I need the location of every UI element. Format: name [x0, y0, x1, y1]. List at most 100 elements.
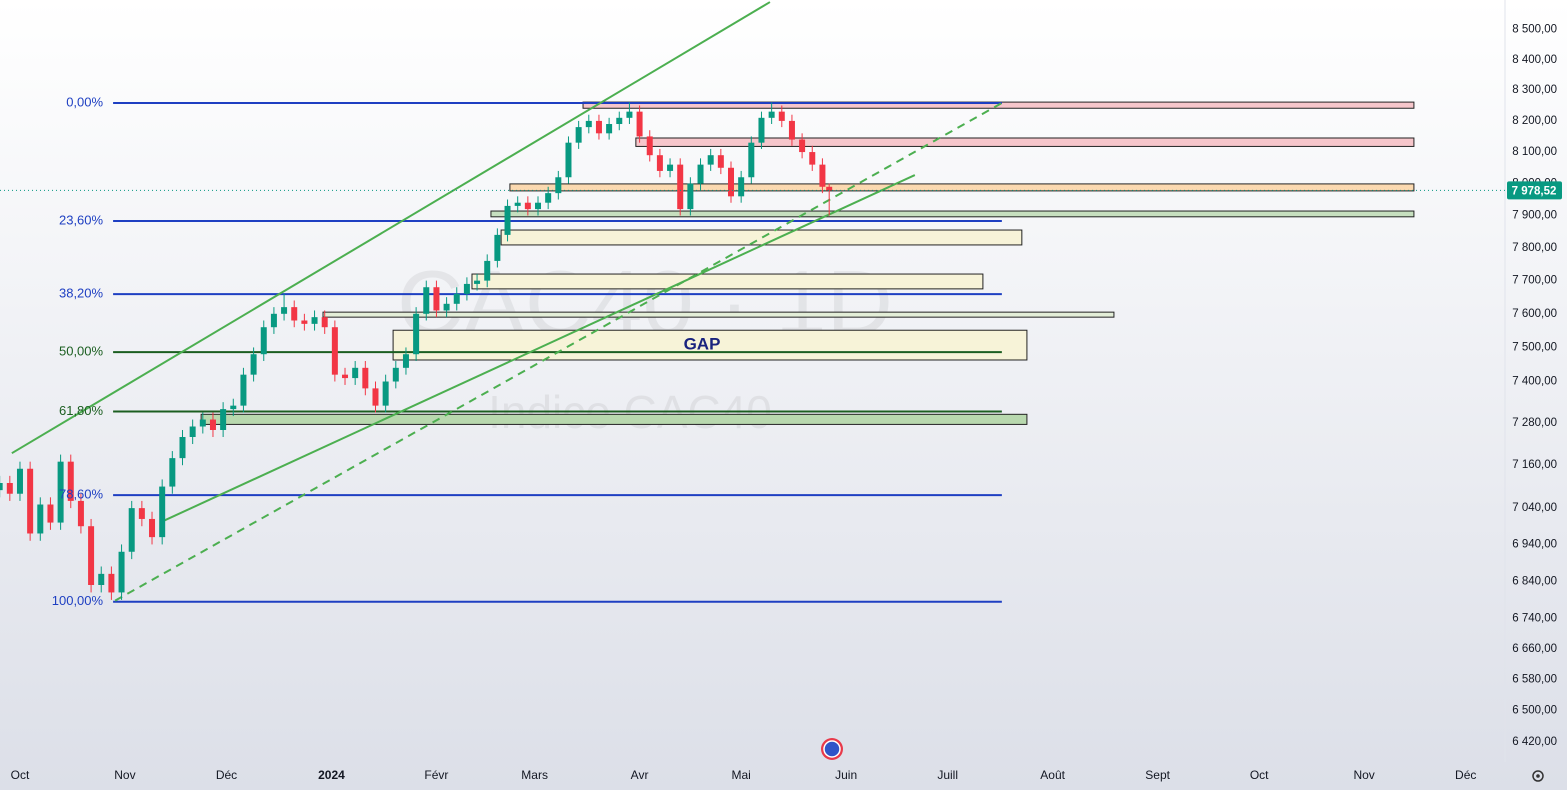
candle-body [149, 518, 156, 538]
logo-core [823, 740, 841, 758]
candle-body [209, 419, 216, 430]
candle-body [382, 381, 389, 406]
candle-body [504, 205, 511, 235]
candle-body [199, 419, 206, 427]
x-tick-label: Août [1040, 768, 1065, 782]
candle-body [728, 167, 734, 197]
y-tick-label: 8 100,00 [1512, 146, 1557, 158]
y-tick-label: 6 840,00 [1512, 575, 1557, 587]
candle-body [809, 152, 816, 165]
zone [490, 210, 1415, 218]
candle-body [281, 307, 288, 314]
candle-body [514, 202, 521, 206]
candle-body [413, 313, 420, 355]
candle-body [362, 367, 369, 389]
axes: 8 500,00 8 400,00 8 300,00 8 200,00 8 100,00… [11, 24, 1562, 782]
candle-body [575, 127, 582, 143]
candle-body [342, 374, 349, 379]
candle-body [37, 504, 44, 534]
x-tick-label: Févr [424, 768, 448, 782]
x-tick-label: Déc [1455, 768, 1476, 782]
candle-body [687, 183, 694, 210]
candle-body [423, 287, 430, 314]
candle-body [768, 111, 775, 118]
x-tick-label: Nov [114, 768, 135, 782]
candle-body [98, 573, 105, 585]
y-tick-label: 6 500,00 [1512, 705, 1557, 717]
candle-body [494, 234, 501, 261]
x-tick-label: Déc [216, 768, 237, 782]
zone [200, 413, 1028, 425]
candle-body [402, 354, 409, 368]
x-tick-label: Oct [11, 768, 30, 782]
candle-body [616, 117, 623, 125]
candle-body [524, 202, 531, 210]
candle-body [595, 120, 602, 134]
y-tick-label: 8 500,00 [1512, 24, 1557, 36]
candle-body [240, 374, 247, 406]
candle-body [270, 313, 277, 328]
fib-label: 38,20% [59, 286, 104, 301]
plot: GAP [0, 1, 1505, 603]
x-tick-label: Avr [631, 768, 649, 782]
candle-body [128, 508, 135, 552]
y-tick-label: 7 160,00 [1512, 459, 1557, 471]
candle-body [0, 482, 3, 491]
candle-body [484, 260, 491, 281]
fib-label: 23,60% [59, 212, 104, 227]
x-tick-label: Mars [521, 768, 548, 782]
x-tick-label: Nov [1353, 768, 1374, 782]
zone-label: GAP [684, 335, 721, 354]
candle-body [230, 405, 237, 410]
candle-body [565, 142, 572, 178]
candle-body [250, 354, 257, 375]
candle-body [331, 327, 338, 375]
candle-body [179, 437, 186, 459]
candle-body [626, 111, 633, 118]
x-tick-label: Sept [1145, 768, 1170, 782]
candle-body [667, 164, 674, 171]
candle-body [260, 327, 267, 355]
candle-body [169, 458, 176, 487]
candle-body [189, 426, 196, 438]
y-tick-label: 7 400,00 [1512, 376, 1557, 388]
last-price-tag [1507, 181, 1562, 200]
candle-body [758, 117, 765, 143]
trendline [159, 174, 916, 524]
candle-body [16, 468, 23, 494]
y-tick-label: 7 600,00 [1512, 308, 1557, 320]
trendline [11, 1, 771, 455]
fib-label: 61,80% [59, 403, 104, 418]
y-tick-label: 6 660,00 [1512, 643, 1557, 655]
y-tick-label: 6 580,00 [1512, 674, 1557, 686]
candle-body [443, 303, 450, 311]
y-tick-label: 6 940,00 [1512, 538, 1557, 550]
candle-body [88, 526, 95, 585]
candle-body [717, 155, 724, 168]
candle-body [819, 164, 826, 187]
candle-body [707, 155, 714, 165]
y-tick-label: 7 280,00 [1512, 417, 1557, 429]
candle-body [799, 139, 806, 153]
settings-dot[interactable] [1536, 774, 1540, 778]
y-tick-label: 6 420,00 [1512, 736, 1557, 748]
fib-label: 0,00% [66, 94, 103, 109]
candle-body [392, 367, 399, 382]
candle-body [656, 155, 663, 171]
candle-body [311, 317, 318, 324]
fib-label: 50,00% [59, 344, 104, 359]
candle-body [220, 409, 227, 430]
candle-body [159, 486, 166, 538]
y-tick-label: 6 740,00 [1512, 613, 1557, 625]
candle-body [535, 202, 542, 210]
candle-body [453, 293, 460, 304]
candle-body [545, 193, 552, 203]
y-tick-label: 7 040,00 [1512, 502, 1557, 514]
candle-body [47, 504, 54, 523]
candle-body [77, 500, 84, 527]
y-tick-label: 7 700,00 [1512, 275, 1557, 287]
settings-icon[interactable] [1532, 770, 1544, 782]
y-tick-label: 7 800,00 [1512, 242, 1557, 254]
x-tick-label: Juin [835, 768, 857, 782]
